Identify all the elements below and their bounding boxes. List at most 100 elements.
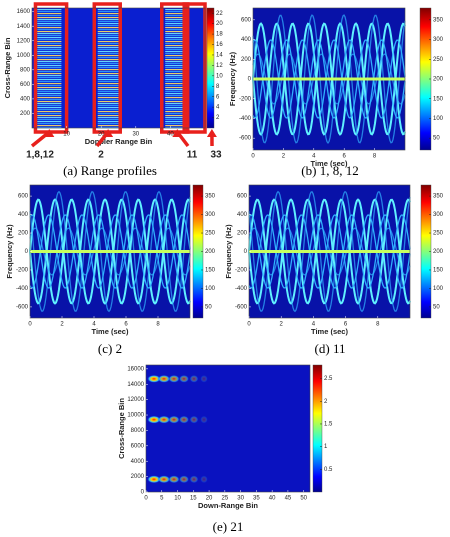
range-profile-stripe xyxy=(37,51,62,53)
range-profile-stripe xyxy=(37,73,62,75)
x-tick-label: 0 xyxy=(144,496,148,502)
y-tick-label: 16000 xyxy=(127,366,144,372)
colorbar-tick-label: 200 xyxy=(433,249,444,255)
range-profile-stripe xyxy=(165,109,188,111)
y-tick-label: 14000 xyxy=(127,382,144,388)
range-profile-stripe xyxy=(37,61,62,63)
range-profile-stripe xyxy=(165,91,188,93)
range-profile-stripe xyxy=(97,9,119,11)
arrow-head xyxy=(44,129,55,137)
range-profile-stripe xyxy=(165,111,188,113)
caption: (d) 11 xyxy=(315,341,346,356)
range-profile-stripe xyxy=(165,83,188,85)
y-tick-label: 1200 xyxy=(17,38,31,44)
range-profile-stripe xyxy=(165,47,188,49)
colorbar-tick-label: 50 xyxy=(433,304,440,310)
range-profile-stripe xyxy=(97,61,119,63)
range-profile-stripe xyxy=(165,95,188,97)
range-profile-stripe xyxy=(37,111,62,113)
range-profile-stripe xyxy=(37,103,62,105)
y-tick-label: 12000 xyxy=(127,397,144,403)
x-tick-label: 8 xyxy=(156,322,160,328)
colorbar-tick-label: 250 xyxy=(433,57,444,63)
arrow-head xyxy=(206,129,217,137)
range-profile-stripe xyxy=(97,57,119,59)
range-profile-stripe xyxy=(37,117,62,119)
scatter-spot xyxy=(147,475,161,484)
annotation: 11 xyxy=(187,150,198,161)
range-profile-stripe xyxy=(37,81,62,83)
x-tick-label: 40 xyxy=(167,132,174,138)
x-tick-label: 2 xyxy=(280,322,284,328)
range-profile-stripe xyxy=(165,117,188,119)
y-tick-label: 200 xyxy=(237,231,248,237)
x-axis-label: Time (sec) xyxy=(311,327,348,336)
range-profile-stripe xyxy=(97,115,119,117)
x-tick-label: 6 xyxy=(124,322,128,328)
colorbar-tick-label: 0.5 xyxy=(324,467,333,473)
arrow-head xyxy=(103,129,114,137)
doppler-curve xyxy=(248,214,411,289)
y-tick-label: 800 xyxy=(20,67,31,73)
range-profile-stripe xyxy=(165,71,188,73)
x-tick-label: 0 xyxy=(247,322,251,328)
colorbar-tick-label: 350 xyxy=(205,194,216,200)
y-tick-label: 400 xyxy=(18,212,29,218)
range-profile-stripe xyxy=(165,21,188,23)
x-axis-label: Time (sec) xyxy=(311,159,348,168)
range-profile-stripe xyxy=(97,49,119,51)
range-profile-stripe xyxy=(97,47,119,49)
y-axis-label: Cross-Range Bin xyxy=(117,398,126,459)
range-profile-stripe xyxy=(97,105,119,107)
range-profile-stripe xyxy=(37,27,62,29)
range-profile-stripe xyxy=(97,55,119,57)
range-profile-stripe xyxy=(97,95,119,97)
colorbar-tick-label: 300 xyxy=(205,212,216,218)
range-profile-stripe xyxy=(165,43,188,45)
scatter-spot xyxy=(178,374,190,383)
range-profile-stripe xyxy=(37,105,62,107)
range-profile-stripe xyxy=(97,37,119,39)
x-tick-label: 6 xyxy=(344,322,348,328)
y-tick-label: 1400 xyxy=(17,24,31,30)
range-profile-stripe xyxy=(37,69,62,71)
range-profile-stripe xyxy=(97,35,119,37)
range-profile-stripe xyxy=(37,123,62,125)
y-tick-label: -600 xyxy=(16,304,29,310)
range-profile-stripe xyxy=(37,39,62,41)
annotation: 1,8,12 xyxy=(26,150,54,161)
y-tick-label: 200 xyxy=(241,57,252,63)
range-profile-stripe xyxy=(97,43,119,45)
range-profile-stripe xyxy=(97,27,119,29)
y-tick-label: -200 xyxy=(235,268,248,274)
plot-frame xyxy=(145,364,311,493)
x-tick-label: 30 xyxy=(237,496,244,502)
y-tick-label: 1000 xyxy=(17,53,31,59)
range-profile-stripe xyxy=(37,25,62,27)
range-profile-stripe xyxy=(97,81,119,83)
range-profile-stripe xyxy=(165,101,188,103)
range-profile-stripe xyxy=(37,29,62,31)
scatter-spot xyxy=(178,415,190,424)
range-profile-stripe xyxy=(165,89,188,91)
range-profile-stripe xyxy=(37,49,62,51)
range-profile-stripe xyxy=(97,127,119,129)
range-profile-stripe xyxy=(165,31,188,33)
range-profile-stripe xyxy=(97,73,119,75)
range-profile-stripe xyxy=(165,115,188,117)
colorbar-tick-label: 150 xyxy=(205,268,216,274)
colorbar-tick-label: 12 xyxy=(216,63,223,69)
range-profile-stripe xyxy=(165,27,188,29)
colorbar-tick-label: 100 xyxy=(433,286,444,292)
y-tick-label: -600 xyxy=(235,304,248,310)
y-tick-label: 8000 xyxy=(131,428,145,434)
range-profile-stripe xyxy=(37,127,62,129)
range-profile-stripe xyxy=(37,113,62,115)
plot-frame xyxy=(31,7,206,129)
y-tick-label: 600 xyxy=(237,194,248,200)
x-tick-label: 8 xyxy=(376,322,380,328)
range-profile-stripe xyxy=(97,69,119,71)
x-tick-label: 0 xyxy=(28,322,32,328)
range-profile-stripe xyxy=(97,67,119,69)
x-tick-label: 35 xyxy=(253,496,260,502)
